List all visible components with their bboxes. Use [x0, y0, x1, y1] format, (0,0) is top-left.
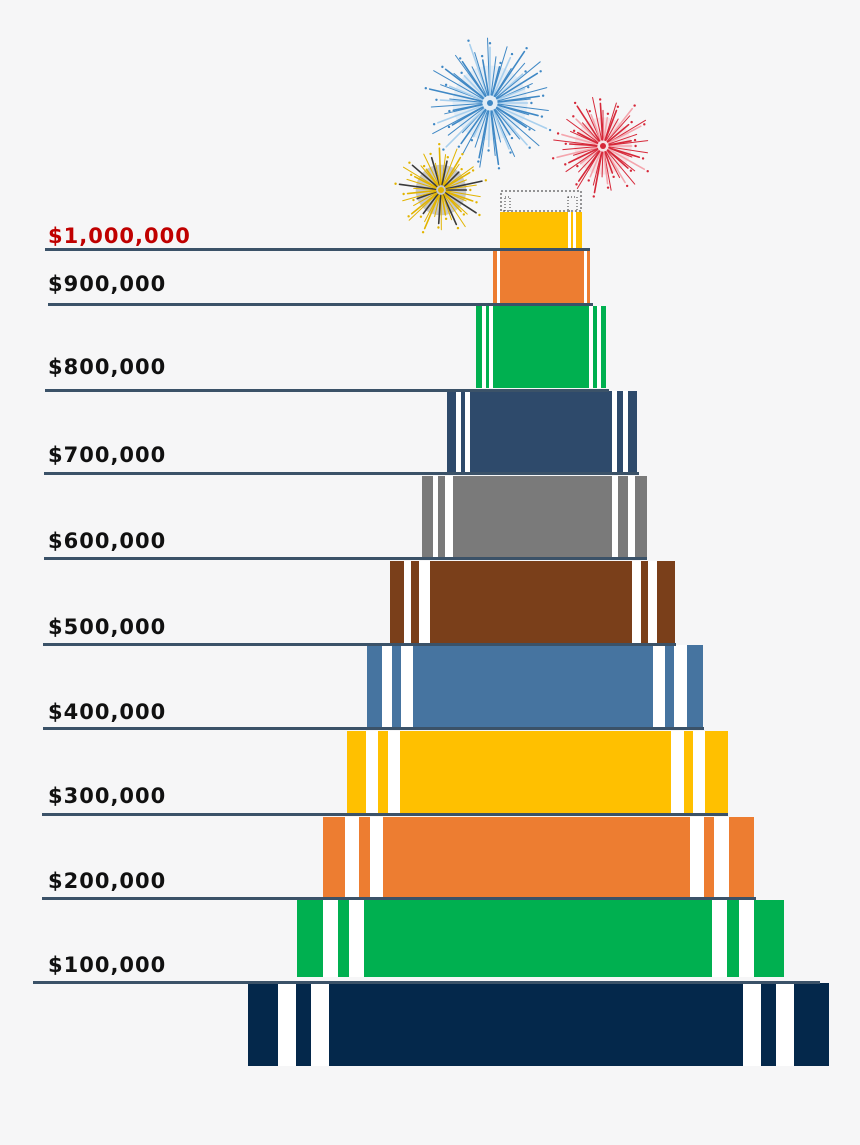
tier-stripe — [419, 561, 430, 643]
milestone-line — [43, 727, 704, 730]
tier-stripe — [311, 983, 329, 1066]
tier-body — [367, 645, 703, 729]
tier-stripe — [497, 250, 500, 303]
tier-body — [248, 983, 829, 1066]
tier-stripe — [366, 731, 378, 814]
tier-stripe — [404, 561, 411, 643]
milestone-label: $200,000 — [48, 869, 167, 893]
milestone-label: $100,000 — [48, 953, 167, 977]
cake-tier — [390, 561, 675, 643]
tier-stripe — [628, 476, 635, 558]
tier-stripe — [674, 645, 687, 729]
tier-stripe — [433, 476, 438, 558]
milestone-label: $900,000 — [48, 272, 167, 296]
milestone-label: $600,000 — [48, 529, 167, 553]
tier-stripe — [584, 250, 587, 303]
tier-stripe — [445, 476, 453, 558]
tier-body — [447, 391, 637, 474]
milestone-label: $700,000 — [48, 443, 167, 467]
tier-body — [347, 731, 728, 814]
milestone-label: $800,000 — [48, 355, 167, 379]
tier-stripe — [401, 645, 413, 729]
tier-stripe — [671, 731, 684, 814]
tier-stripe — [776, 983, 794, 1066]
tier-stripe — [653, 645, 665, 729]
cake-topper — [500, 190, 582, 212]
tier-body — [493, 250, 590, 303]
tier-stripe — [623, 391, 628, 474]
cake-tier — [347, 731, 728, 814]
cake-tier — [248, 983, 829, 1066]
blue-firework-icon — [424, 37, 552, 170]
cake-tier — [447, 391, 637, 474]
milestone-line — [44, 472, 639, 475]
tier-stripe — [739, 900, 754, 977]
milestone-line — [45, 248, 590, 251]
tier-stripe — [597, 306, 601, 388]
cake-tier — [493, 250, 590, 303]
milestone-line — [42, 897, 756, 900]
tier-stripe — [714, 817, 729, 897]
milestone-label: $300,000 — [48, 784, 167, 808]
red-firework-icon — [551, 96, 649, 198]
tier-stripe — [465, 391, 470, 474]
tier-stripe — [612, 476, 618, 558]
milestone-line — [33, 981, 820, 984]
milestone-label: $500,000 — [48, 615, 167, 639]
tier-stripe — [632, 561, 641, 643]
tier-stripe — [690, 817, 704, 897]
tier-stripe — [345, 817, 359, 897]
yellow-firework-icon — [394, 142, 488, 234]
tier-stripe — [323, 900, 338, 977]
tier-stripe — [382, 645, 392, 729]
tier-stripe — [712, 900, 727, 977]
cake-tier — [476, 306, 606, 388]
milestone-line — [45, 389, 609, 392]
tier-stripe — [648, 561, 657, 643]
tier-stripe — [693, 731, 705, 814]
cake-tier — [500, 212, 582, 249]
tier-stripe — [370, 817, 383, 897]
tier-stripe — [573, 212, 576, 249]
tier-body — [323, 817, 754, 897]
cake-tier — [297, 900, 784, 977]
tier-stripe — [743, 983, 761, 1066]
goal-label: $1,000,000 — [48, 224, 191, 248]
tier-stripe — [278, 983, 296, 1066]
milestone-line — [42, 813, 728, 816]
tier-stripe — [482, 306, 486, 388]
tier-body — [297, 900, 784, 977]
tier-stripe — [612, 391, 617, 474]
cake-tier — [323, 817, 754, 897]
tier-stripe — [489, 306, 493, 388]
tier-body — [390, 561, 675, 643]
milestone-label: $400,000 — [48, 700, 167, 724]
tier-body — [476, 306, 606, 388]
tier-stripe — [568, 212, 571, 249]
tier-stripe — [589, 306, 593, 388]
tier-body — [422, 476, 647, 558]
milestone-line — [43, 643, 676, 646]
cake-tier — [422, 476, 647, 558]
milestone-line — [44, 557, 647, 560]
tier-stripe — [456, 391, 461, 474]
milestone-line — [48, 303, 593, 306]
tier-stripe — [349, 900, 364, 977]
cake-tier — [367, 645, 703, 729]
tier-stripe — [388, 731, 400, 814]
